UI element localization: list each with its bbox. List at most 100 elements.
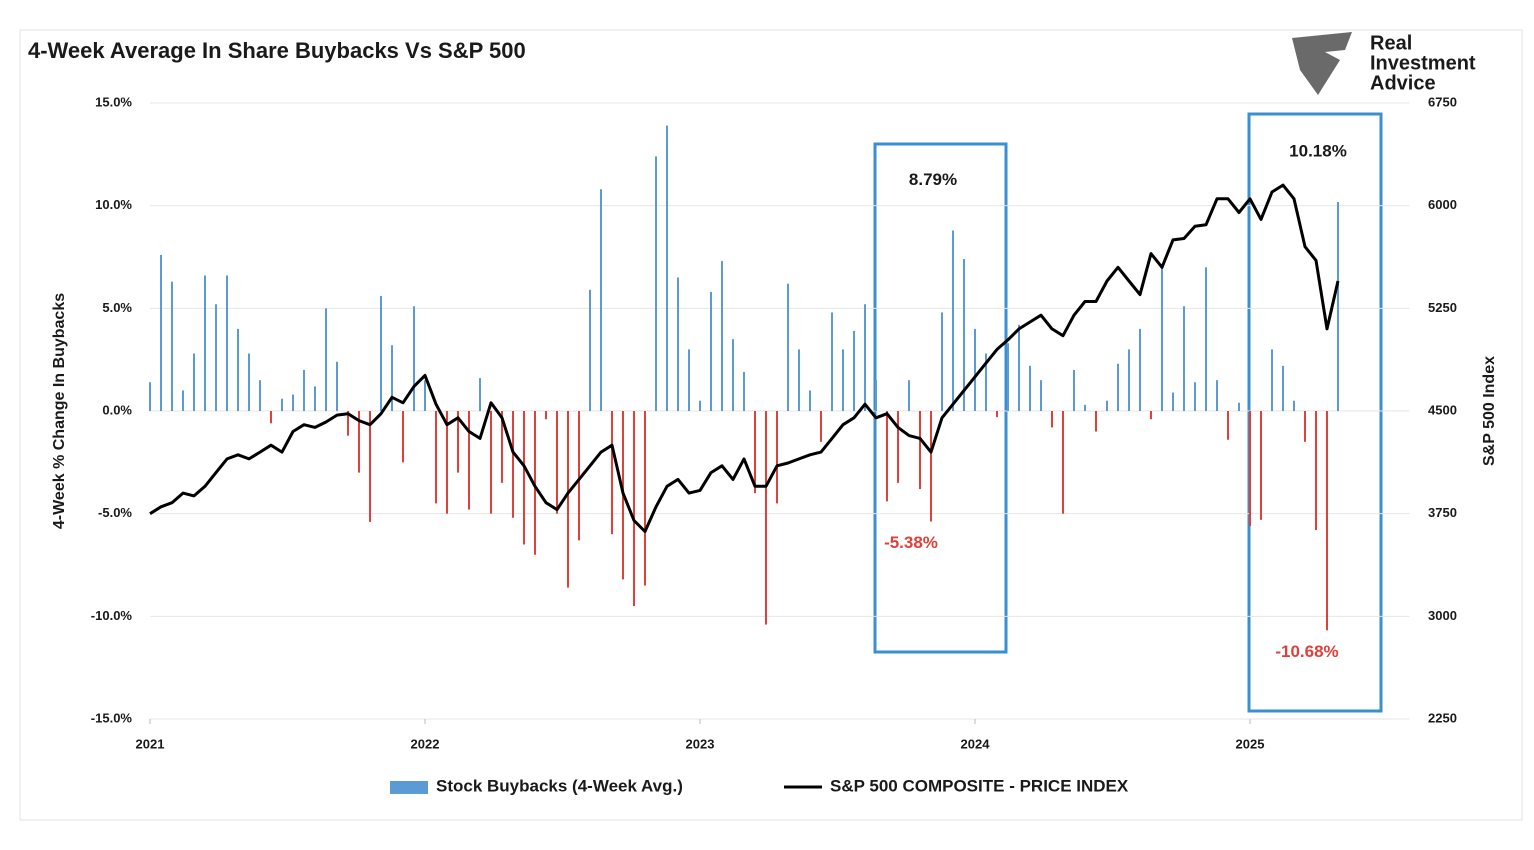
bar [1304,411,1306,442]
y2-tick-label: 3000 [1428,608,1457,623]
bar [787,283,789,411]
bar [875,380,877,411]
bar [1282,365,1284,411]
bar [468,411,470,510]
legend: Stock Buybacks (4-Week Avg.) S&P 500 COMP… [390,776,1129,795]
bar [556,411,558,514]
bar [853,330,855,411]
bar [501,411,503,483]
bar [1139,328,1141,411]
bar [424,380,426,411]
bar [1051,411,1053,428]
bar [644,411,646,586]
brand-text: Advice [1370,72,1436,94]
bar [325,308,327,411]
bar [1227,411,1229,440]
bar [732,339,734,411]
bar [886,411,888,502]
bar [666,125,668,411]
bar [864,304,866,411]
chart-frame [19,29,1523,821]
bar [1117,363,1119,411]
bar [1293,400,1295,411]
bar [897,411,899,483]
bar [314,386,316,411]
y2-tick-label: 2250 [1428,710,1457,725]
bar [490,411,492,514]
y-tick-label: 15.0% [95,94,132,109]
bar [1062,411,1064,514]
brand-text: Real [1370,32,1412,54]
bar [743,371,745,411]
bar [919,411,921,490]
bar [688,349,690,411]
y2-tick-label: 6000 [1428,197,1457,212]
bar [270,411,272,424]
data-label: 8.79% [909,170,957,189]
bar [292,394,294,411]
bar [512,411,514,518]
bar [1315,411,1317,531]
bar [1249,411,1251,526]
data-label: -5.38% [884,533,938,552]
bar [1095,411,1097,432]
bar [1172,392,1174,411]
bar [1205,267,1207,411]
x-tick-label: 2022 [411,736,440,751]
bar [336,361,338,411]
bar [1128,349,1130,411]
bar [1084,404,1086,411]
bar [710,291,712,411]
bar [457,411,459,473]
logo: Real Investment Advice [1292,32,1476,95]
bar [908,380,910,411]
bar [1073,369,1075,411]
y-tick-label: 10.0% [95,197,132,212]
bar [369,411,371,522]
bar [248,353,250,411]
bar [1018,324,1020,411]
bar [303,369,305,411]
bar [655,156,657,411]
bar [1271,349,1273,411]
bar [1326,411,1328,631]
bar [545,411,547,420]
bar [776,411,778,504]
bar [1183,306,1185,411]
bar [534,411,536,555]
bar [1238,402,1240,411]
y-tick-label: 5.0% [102,300,132,315]
bar [215,304,217,411]
y2-tick-label: 5250 [1428,300,1457,315]
bar [1106,400,1108,411]
bar [1150,411,1152,420]
bar [402,411,404,463]
y-axis-label: 4-Week % Change In Buybacks [51,293,68,529]
line [149,183,1340,533]
x-tick-label: 2025 [1236,736,1265,751]
bar [611,411,613,535]
bar [1216,380,1218,411]
x-tick-label: 2024 [961,736,991,751]
bar [523,411,525,545]
bar [633,411,635,607]
bar [589,289,591,411]
bar [1260,411,1262,520]
bar [1040,380,1042,411]
bar [259,380,261,411]
bar [347,411,349,436]
bar [798,349,800,411]
bar [380,296,382,411]
bar [930,411,932,522]
legend-swatch [390,781,428,794]
data-label: 10.18% [1289,141,1347,160]
x-tick-label: 2023 [686,736,715,751]
bar [413,306,415,411]
y2-tick-label: 6750 [1428,94,1457,109]
bar [963,259,965,411]
bar [996,411,998,418]
bar [1194,382,1196,411]
bar [809,390,811,411]
bar [941,312,943,411]
bar [160,254,162,411]
